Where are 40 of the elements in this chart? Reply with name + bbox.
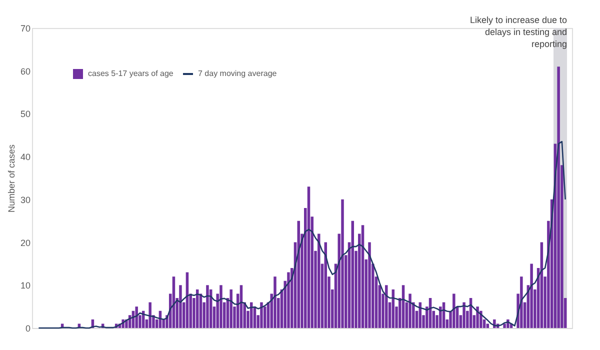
bar [260, 302, 263, 328]
bar [274, 276, 276, 328]
bar [297, 220, 300, 328]
y-tick-label: 20 [20, 238, 30, 248]
y-tick-label: 0 [25, 324, 30, 334]
y-tick-label: 10 [20, 280, 30, 291]
bar [530, 264, 533, 328]
bar [230, 289, 232, 328]
bar [148, 302, 152, 328]
y-tick-label: 30 [20, 194, 30, 205]
bar [179, 285, 182, 328]
bar [439, 306, 442, 328]
y-tick-label: 60 [20, 66, 30, 76]
y-tick-label: 70 [20, 24, 30, 34]
bar [206, 285, 209, 328]
bar [462, 302, 466, 328]
bar [408, 294, 412, 328]
bar [557, 66, 560, 328]
bar [503, 324, 506, 328]
bar [520, 276, 523, 328]
legend-label: cases 5-17 years of age [88, 69, 174, 78]
bar [341, 199, 344, 328]
bar [287, 272, 290, 328]
legend-label: 7 day moving average [198, 69, 278, 78]
bar [135, 306, 138, 328]
y-tick-label: 50 [20, 109, 30, 120]
bar [476, 306, 479, 328]
y-tick-label: 40 [20, 152, 30, 162]
bar [307, 186, 310, 328]
bar [220, 285, 222, 328]
bar [351, 220, 354, 328]
bar [452, 294, 456, 328]
bar [486, 324, 490, 328]
bar [318, 234, 320, 328]
bar [385, 285, 388, 328]
line-series [38, 140, 566, 329]
y-axis-title: Number of cases [6, 144, 16, 213]
bar [368, 242, 371, 328]
bar [263, 306, 266, 328]
annotation: Likely to increase due to delays in testing and reporting [470, 15, 567, 49]
